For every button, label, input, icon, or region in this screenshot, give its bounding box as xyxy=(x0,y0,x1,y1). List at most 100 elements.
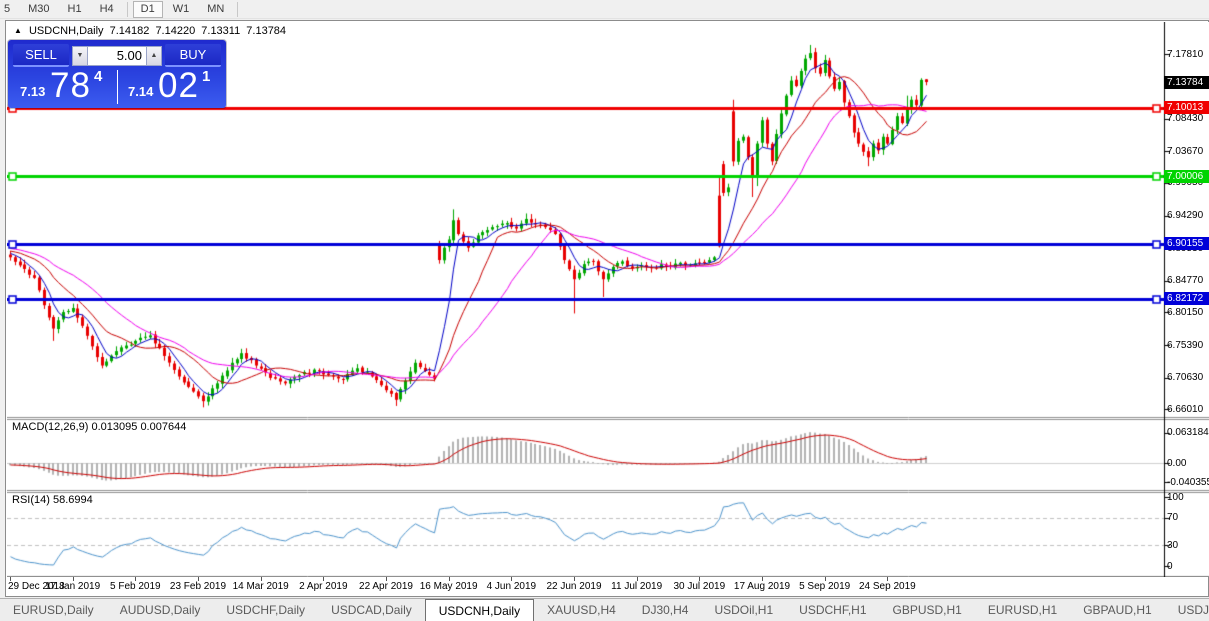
chart-tab-dj30-h4[interactable]: DJ30,H4 xyxy=(641,603,689,617)
time-axis-tick xyxy=(511,577,513,581)
date-label: 5 Sep 2019 xyxy=(799,581,851,592)
date-label: 17 Aug 2019 xyxy=(733,581,791,592)
timeframe-button-mn[interactable]: MN xyxy=(207,2,225,15)
sell-button[interactable]: SELL xyxy=(13,44,69,67)
level-price-label: 6.82172 xyxy=(1164,292,1209,306)
chart-symbol-label: USDCNH,Daily xyxy=(28,25,104,37)
date-label: 17 Jan 2019 xyxy=(45,581,101,592)
chart-tab-bar: EURUSD,Daily AUDUSD,Daily USDCHF,Daily USDC… xyxy=(0,598,1209,621)
time-axis-tick xyxy=(761,577,763,581)
date-label: 22 Jun 2019 xyxy=(546,581,602,592)
chart-title: ▲ USDCNH,Daily 7.14182 7.14220 7.13311 7… xyxy=(14,25,289,37)
chart-tab-usdchf-h1[interactable]: USDCHF,H1 xyxy=(799,603,867,617)
time-axis-tick xyxy=(385,577,387,581)
volume-field[interactable]: 5.00 xyxy=(88,46,146,66)
price-chart-canvas[interactable] xyxy=(7,22,1209,577)
sell-price-prefix: 7.13 xyxy=(20,84,46,99)
toolbar-separator xyxy=(237,1,239,17)
time-axis[interactable]: 29 Dec 2018 17 Jan 2019 5 Feb 2019 23 Feb 2… xyxy=(7,577,1165,596)
time-axis-tick xyxy=(135,577,137,581)
time-axis-tick xyxy=(323,577,325,581)
ohlc-low: 7.13311 xyxy=(201,25,241,37)
date-label: 22 Apr 2019 xyxy=(359,581,413,592)
date-label: 4 Jun 2019 xyxy=(486,581,537,592)
chart-tab-usdoil-h1[interactable]: USDOil,H1 xyxy=(714,603,774,617)
time-axis-tick xyxy=(260,577,262,581)
current-price-label: 7.13784 xyxy=(1164,75,1209,89)
time-axis-tick xyxy=(448,577,450,581)
chart-tab-eurusd-daily[interactable]: EURUSD,Daily xyxy=(13,603,94,617)
date-label: 24 Sep 2019 xyxy=(858,581,916,592)
date-label: 5 Feb 2019 xyxy=(110,581,161,592)
chart-tab-usdchf-daily[interactable]: USDCHF,Daily xyxy=(226,603,306,617)
rsi-axis-label: 100 xyxy=(1167,491,1184,503)
buy-price-big-digits: 02 xyxy=(158,66,199,105)
time-axis-tick xyxy=(197,577,199,581)
timeframe-toolbar: 5 M30 H1 H4 D1 W1 MN xyxy=(0,0,1209,19)
price-axis-label: 7.03670 xyxy=(1167,145,1204,157)
date-label: 14 Mar 2019 xyxy=(232,581,289,592)
chart-tab-usdcnh-daily[interactable]: USDCNH,Daily xyxy=(424,599,535,621)
timeframe-button-5[interactable]: 5 xyxy=(4,2,11,15)
date-label: 16 May 2019 xyxy=(419,581,478,592)
price-axis-label: 7.08430 xyxy=(1167,113,1204,125)
timeframe-button-h4[interactable]: H4 xyxy=(99,2,114,15)
date-label: 29 Dec 2018 xyxy=(8,581,65,592)
one-click-trading-panel: SELL ▼ 5.00 ▲ BUY 7.13 78 4 7.14 02 1 xyxy=(8,40,226,108)
price-axis-label: 7.17810 xyxy=(1167,48,1204,60)
sell-price-pip-digit: 4 xyxy=(94,68,103,85)
rsi-axis-label: 0 xyxy=(1167,560,1173,572)
level-price-label: 7.00006 xyxy=(1164,169,1209,183)
ohlc-high: 7.14220 xyxy=(155,25,196,37)
date-label: 23 Feb 2019 xyxy=(169,581,227,592)
price-axis-label: 6.94290 xyxy=(1167,210,1204,222)
chart-tab-gbpaud-h1[interactable]: GBPAUD,H1 xyxy=(1083,603,1152,617)
price-axis-label: 6.80150 xyxy=(1167,306,1204,318)
macd-axis-label: 0.063184 xyxy=(1167,427,1209,439)
time-axis-tick xyxy=(72,577,74,581)
price-divider xyxy=(117,70,118,104)
macd-axis-label: 0.00 xyxy=(1167,457,1187,469)
date-label: 2 Apr 2019 xyxy=(299,581,348,592)
price-axis-label: 6.84770 xyxy=(1167,275,1204,287)
time-axis-tick xyxy=(699,577,701,581)
level-price-label: 7.10013 xyxy=(1164,101,1209,115)
time-axis-tick xyxy=(887,577,889,581)
chart-tab-eurusd-h1[interactable]: EURUSD,H1 xyxy=(987,603,1058,617)
timeframe-button-m30[interactable]: M30 xyxy=(28,2,50,15)
ohlc-close: 7.13784 xyxy=(246,25,287,37)
time-axis-tick xyxy=(10,577,11,581)
chart-shift-marker-icon: ▲ xyxy=(14,26,22,35)
rsi-indicator-label: RSI(14) 58.6994 xyxy=(12,494,93,506)
timeframe-button-d1[interactable]: D1 xyxy=(132,0,163,18)
chart-tab-audusd-daily[interactable]: AUDUSD,Daily xyxy=(119,603,201,617)
price-axis-label: 6.70630 xyxy=(1167,372,1204,384)
chart-tab-xauusd-h4[interactable]: XAUUSD,H4 xyxy=(547,603,616,617)
toolbar-separator xyxy=(126,1,128,17)
date-label: 11 Jul 2019 xyxy=(611,581,663,592)
macd-axis-label: -0.040355 xyxy=(1167,476,1209,488)
buy-price-pip-digit: 1 xyxy=(202,68,211,85)
price-axis-label: 6.66010 xyxy=(1167,403,1204,415)
sell-price-display[interactable]: 7.13 78 4 xyxy=(12,66,116,106)
buy-price-prefix: 7.14 xyxy=(128,84,154,99)
timeframe-button-h1[interactable]: H1 xyxy=(67,2,82,15)
level-price-label: 6.90155 xyxy=(1164,237,1209,251)
buy-button[interactable]: BUY xyxy=(165,44,221,67)
timeframe-button-w1[interactable]: W1 xyxy=(172,2,190,15)
volume-increase-button[interactable]: ▲ xyxy=(146,46,162,66)
time-axis-tick xyxy=(824,577,826,581)
chart-tab-usdcad-daily[interactable]: USDCAD,Daily xyxy=(331,603,412,617)
chart-tab-usdjp[interactable]: USDJP xyxy=(1177,603,1209,617)
time-axis-tick xyxy=(573,577,575,581)
buy-price-display[interactable]: 7.14 02 1 xyxy=(120,66,224,106)
price-axis-label: 6.75390 xyxy=(1167,339,1204,351)
volume-decrease-button[interactable]: ▼ xyxy=(72,46,88,66)
ohlc-open: 7.14182 xyxy=(109,25,150,37)
time-axis-tick xyxy=(636,577,638,581)
sell-price-big-digits: 78 xyxy=(50,66,91,105)
volume-spinner: ▼ 5.00 ▲ xyxy=(72,46,162,66)
chart-tab-gbpusd-h1[interactable]: GBPUSD,H1 xyxy=(892,603,962,617)
rsi-axis-label: 70 xyxy=(1167,512,1179,524)
